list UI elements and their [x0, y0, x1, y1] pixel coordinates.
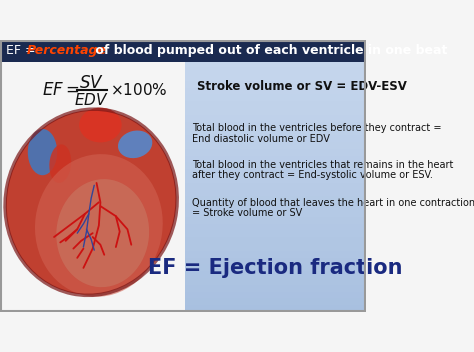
Text: = Stroke volume or SV: = Stroke volume or SV — [191, 208, 302, 219]
Bar — [185, 149, 366, 156]
Bar — [0, 40, 366, 62]
Bar — [185, 251, 366, 258]
Bar — [185, 40, 366, 47]
Text: EF =: EF = — [6, 44, 40, 57]
Bar — [185, 101, 366, 108]
Bar — [185, 291, 366, 298]
Ellipse shape — [6, 110, 176, 295]
Ellipse shape — [56, 179, 149, 287]
Bar — [185, 67, 366, 74]
Text: $EF =$: $EF =$ — [43, 81, 80, 99]
Text: Total blood in the ventricles that remains in the heart: Total blood in the ventricles that remai… — [191, 160, 453, 170]
Text: Quantity of blood that leaves the heart in one contraction: Quantity of blood that leaves the heart … — [191, 199, 474, 208]
Bar — [185, 210, 366, 217]
Text: Stroke volume or SV = EDV-ESV: Stroke volume or SV = EDV-ESV — [197, 80, 407, 93]
Bar — [185, 190, 366, 196]
Bar — [185, 61, 366, 67]
Text: $SV$: $SV$ — [79, 74, 104, 92]
Bar — [185, 224, 366, 230]
Bar — [185, 244, 366, 251]
Bar — [185, 258, 366, 264]
Ellipse shape — [35, 154, 163, 297]
Text: of blood pumped out of each ventricle in one beat: of blood pumped out of each ventricle in… — [91, 44, 447, 57]
Bar — [185, 162, 366, 169]
Bar — [185, 217, 366, 224]
Text: Percentage: Percentage — [27, 44, 107, 57]
Bar — [185, 122, 366, 128]
Ellipse shape — [28, 129, 57, 175]
Bar — [185, 230, 366, 237]
Bar — [185, 278, 366, 285]
Bar — [185, 305, 366, 312]
Bar — [185, 264, 366, 271]
Bar — [185, 128, 366, 135]
Bar — [185, 115, 366, 122]
Bar — [185, 88, 366, 94]
Text: $\times 100\%$: $\times 100\%$ — [109, 82, 167, 98]
Bar — [185, 196, 366, 203]
Bar — [185, 298, 366, 305]
Bar — [185, 74, 366, 81]
Bar — [185, 108, 366, 115]
Bar — [185, 183, 366, 190]
Text: Total blood in the ventricles before they contract =: Total blood in the ventricles before the… — [191, 124, 441, 133]
Bar — [185, 237, 366, 244]
Text: End diastolic volume or EDV: End diastolic volume or EDV — [191, 133, 329, 144]
Bar — [185, 169, 366, 176]
Bar — [185, 271, 366, 278]
Bar — [185, 156, 366, 162]
Bar — [185, 176, 366, 183]
Bar — [185, 142, 366, 149]
Bar — [185, 81, 366, 88]
Bar — [185, 94, 366, 101]
Text: EF = Ejection fraction: EF = Ejection fraction — [148, 258, 403, 278]
Ellipse shape — [118, 131, 152, 158]
Bar — [185, 203, 366, 210]
Bar — [185, 47, 366, 54]
Ellipse shape — [49, 144, 71, 183]
Text: after they contract = End-systolic volume or ESV.: after they contract = End-systolic volum… — [191, 170, 432, 180]
Bar — [185, 135, 366, 142]
Bar — [185, 54, 366, 61]
Text: $EDV$: $EDV$ — [74, 92, 109, 108]
Ellipse shape — [79, 108, 122, 143]
Bar — [185, 285, 366, 291]
